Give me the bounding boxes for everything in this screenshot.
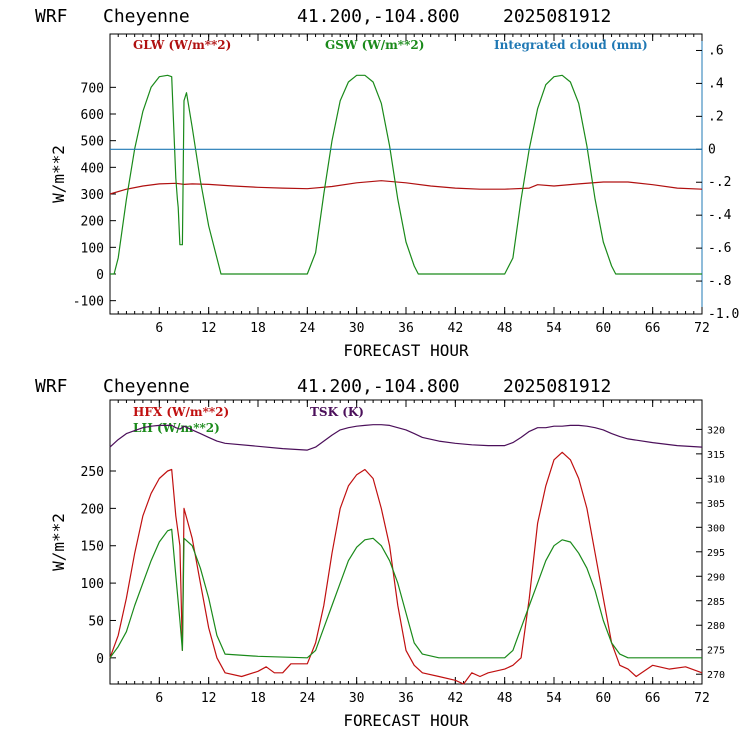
x-tick-label: 60 (596, 321, 612, 336)
y-tick-label: -100 (73, 295, 104, 310)
legend-hfx: HFX (W/m**2) (133, 405, 229, 419)
series-line-lh (109, 528, 702, 659)
x-tick-label: 60 (596, 691, 612, 706)
y2-tick-label: 285 (707, 597, 725, 608)
header-model: WRF (35, 6, 68, 27)
x-tick-label: 24 (300, 691, 316, 706)
legend-gsw: GSW (W/m**2) (325, 38, 424, 52)
panel-radiation: WRF Cheyenne 41.200,-104.800 2025081912 6 12 1… (35, 6, 739, 360)
x-tick-label: 36 (398, 691, 414, 706)
header-station: Cheyenne (103, 6, 190, 27)
y-tick-label: 50 (88, 614, 104, 629)
y2-tick-label: 320 (707, 425, 725, 436)
y-tick-label: 300 (81, 188, 104, 203)
x-tick-label: 24 (300, 321, 316, 336)
header-coords: 41.200,-104.800 (297, 6, 460, 27)
x-tick-label: 42 (448, 691, 464, 706)
y-tick-label: 500 (81, 135, 104, 150)
y2-tick-label: 290 (707, 572, 725, 583)
x-tick-label: 30 (349, 691, 365, 706)
y2-tick-label: 295 (707, 548, 725, 559)
header-station: Cheyenne (103, 376, 190, 397)
x-tick-label: 72 (694, 321, 710, 336)
header-coords: 41.200,-104.800 (297, 376, 460, 397)
y-tick-label: 250 (81, 465, 104, 480)
y2-tick-label: 270 (707, 670, 725, 681)
y-tick-label: 150 (81, 540, 104, 555)
y2-tick-label: -1.0 (708, 307, 739, 322)
x-tick-label: 18 (250, 691, 266, 706)
y-tick-label: 100 (81, 241, 104, 256)
y-axis-label: W/m**2 (49, 513, 68, 571)
series-line-glw (109, 180, 703, 195)
y-tick-label: 200 (81, 502, 104, 517)
x-tick-label: 12 (201, 691, 217, 706)
y-tick-label: 0 (96, 268, 104, 283)
legend-integrated: Integrated cloud (mm) (494, 38, 648, 52)
legend-glw: GLW (W/m**2) (133, 38, 231, 52)
y-axis-label: W/m**2 (49, 145, 68, 203)
plot-frame (109, 399, 703, 685)
series-line-gsw (110, 74, 702, 275)
y2-tick-label: -.6 (708, 241, 731, 256)
y2-tick-label: 300 (707, 523, 725, 534)
x-tick-label: 42 (448, 321, 464, 336)
y2-tick-label: 280 (707, 621, 725, 632)
y2-tick-label: .4 (708, 76, 724, 91)
y2-tick-label: .2 (708, 109, 724, 124)
series-line-hfx (109, 451, 703, 685)
y2-tick-label: 305 (707, 499, 725, 510)
series-line-tsk (109, 424, 703, 451)
y2-tick-label: -.8 (708, 274, 731, 289)
y-tick-label: 200 (81, 215, 104, 230)
y-tick-label: 0 (96, 652, 104, 667)
header-model: WRF (35, 376, 68, 397)
x-tick-label: 6 (155, 691, 163, 706)
y2-tick-label: -.4 (708, 208, 732, 223)
panel-surface-fluxes: WRF Cheyenne 41.200,-104.800 2025081912 6 12 1… (35, 376, 725, 730)
y2-tick-label: 275 (707, 646, 725, 657)
x-tick-label: 48 (497, 691, 513, 706)
x-tick-label: 36 (398, 321, 414, 336)
x-tick-label: 66 (645, 321, 661, 336)
x-tick-label: 72 (694, 691, 710, 706)
x-tick-label: 54 (546, 321, 562, 336)
x-tick-label: 12 (201, 321, 217, 336)
x-tick-label: 54 (546, 691, 562, 706)
y2-tick-label: 0 (708, 142, 716, 157)
x-tick-label: 66 (645, 691, 661, 706)
x-axis-label: FORECAST HOUR (343, 341, 469, 360)
y-tick-label: 700 (81, 81, 104, 96)
y-tick-label: 400 (81, 161, 104, 176)
y-tick-label: 600 (81, 108, 104, 123)
x-tick-label: 48 (497, 321, 513, 336)
header-init-time: 2025081912 (503, 6, 611, 27)
header-init-time: 2025081912 (503, 376, 611, 397)
y2-tick-label: 310 (707, 474, 725, 485)
y2-tick-label: 315 (707, 450, 725, 461)
x-tick-label: 18 (250, 321, 266, 336)
x-tick-label: 30 (349, 321, 365, 336)
x-axis-label: FORECAST HOUR (343, 711, 469, 730)
y2-tick-label: .6 (708, 43, 724, 58)
legend-tsk: TSK (K) (310, 405, 364, 419)
y2-tick-label: -.2 (708, 175, 731, 190)
x-tick-label: 6 (155, 321, 163, 336)
y-tick-label: 100 (81, 577, 104, 592)
